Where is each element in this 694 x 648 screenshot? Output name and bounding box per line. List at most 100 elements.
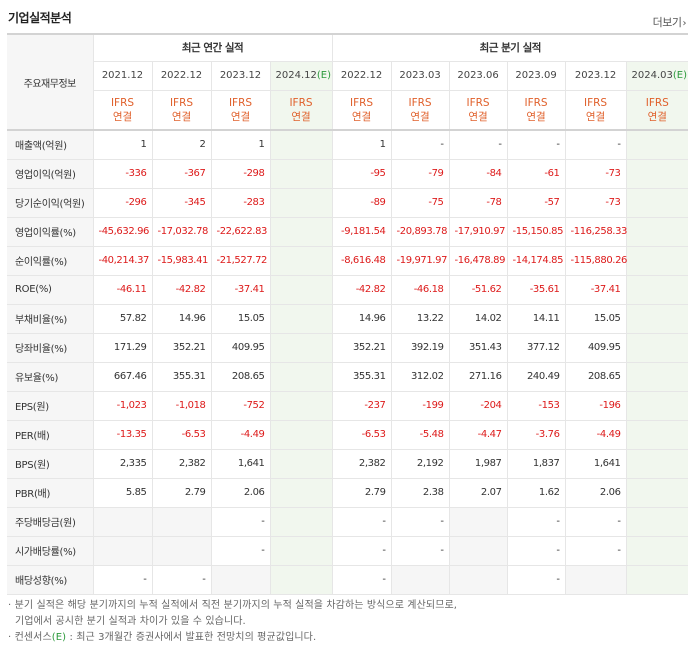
table-cell [270, 188, 333, 218]
row-label: 당좌비율(%) [7, 333, 94, 363]
table-cell: -15,150.85 [507, 217, 566, 247]
table-cell: 1,837 [507, 449, 566, 479]
table-cell: -95 [331, 159, 392, 189]
table-cell [626, 246, 689, 276]
row-label: 순이익률(%) [7, 246, 94, 276]
table-cell: - [211, 507, 271, 537]
table-cell [626, 420, 689, 450]
row-label: 유보율(%) [7, 362, 94, 392]
table-cell [270, 391, 333, 421]
table-cell [270, 159, 333, 189]
table-cell: 2.79 [152, 478, 212, 508]
table-cell [270, 129, 333, 160]
table-cell: -4.47 [449, 420, 508, 450]
table-cell [270, 217, 333, 247]
table-cell: 312.02 [391, 362, 450, 392]
table-cell: -79 [391, 159, 450, 189]
table-cell: -40,214.37 [93, 246, 153, 276]
table-row: 시가배당률(%) - - - - - [7, 536, 689, 566]
table-cell: - [507, 565, 566, 595]
table-cell: -78 [449, 188, 508, 218]
row-label: ROE(%) [7, 275, 94, 305]
table-cell: -298 [211, 159, 271, 189]
table-cell: -4.49 [565, 420, 627, 450]
table-cell: 14.96 [331, 304, 392, 334]
more-label: 더보기 [652, 16, 682, 29]
table-cell [626, 565, 689, 595]
estimate-mark: (E) [672, 70, 688, 81]
table-row: 당기순이익(억원) -296 -345 -283 -89 -75 -78 -57 -73 [7, 188, 689, 218]
row-label: 주당배당금(원) [7, 507, 94, 537]
table-cell: - [507, 507, 566, 537]
period-date: 2023.12 [565, 61, 627, 91]
table-cell [626, 362, 689, 392]
annual-group-header: 최근 연간 실적 [93, 33, 333, 62]
more-link[interactable]: 더보기› [652, 14, 687, 30]
row-label: BPS(원) [7, 449, 94, 479]
table-cell [626, 507, 689, 537]
table-row: 부채비율(%) 57.82 14.96 15.05 14.96 13.22 14.02 14.… [7, 304, 689, 334]
table-cell [270, 333, 333, 363]
estimate-mark: (E) [316, 70, 331, 81]
table-cell [449, 507, 508, 537]
table-cell: - [391, 507, 450, 537]
table-cell: -296 [93, 188, 153, 218]
table-cell [270, 420, 333, 450]
row-label: PBR(배) [7, 478, 94, 508]
table-cell: - [391, 129, 450, 160]
table-row: BPS(원) 2,335 2,382 1,641 2,382 2,192 1,987 1,83… [7, 449, 689, 479]
table-cell: -46.11 [93, 275, 153, 305]
table-cell: 2,382 [152, 449, 212, 479]
table-cell: -115,880.26 [565, 246, 627, 276]
header-ifrs-row: IFRS 연결 IFRS 연결 IFRS 연결 IFRS 연결 IFRS 연결 IFRS 연결 IFRS… [7, 90, 689, 131]
table-cell [626, 333, 689, 363]
period-date: 2023.06 [449, 61, 508, 91]
table-cell: 57.82 [93, 304, 153, 334]
table-cell: -8,616.48 [331, 246, 392, 276]
table-cell [626, 536, 689, 566]
ifrs-basis: IFRS 연결 [331, 90, 392, 131]
table-cell: -199 [391, 391, 450, 421]
table-cell: 14.02 [449, 304, 508, 334]
table-cell: 377.12 [507, 333, 566, 363]
table-cell [626, 478, 689, 508]
table-cell: -20,893.78 [391, 217, 450, 247]
table-cell: - [331, 536, 392, 566]
table-cell: -116,258.33 [565, 217, 627, 247]
table-cell: -5.48 [391, 420, 450, 450]
table-row: 영업이익(억원) -336 -367 -298 -95 -79 -84 -61 -73 [7, 159, 689, 189]
table-cell: - [331, 565, 392, 595]
table-cell: -57 [507, 188, 566, 218]
table-cell: -73 [565, 188, 627, 218]
table-cell: -283 [211, 188, 271, 218]
table-cell: -4.49 [211, 420, 271, 450]
table-cell: 355.31 [152, 362, 212, 392]
table-row: 영업이익률(%) -45,632.96 -17,032.78 -22,622.83 -9… [7, 217, 689, 247]
period-date: 2024.03(E) [626, 61, 689, 91]
table-cell: 1 [331, 129, 392, 160]
row-label: 부채비율(%) [7, 304, 94, 334]
table-cell: -73 [565, 159, 627, 189]
ifrs-basis: IFRS 연결 [507, 90, 566, 131]
ifrs-basis: IFRS 연결 [626, 90, 689, 131]
table-row: 유보율(%) 667.46 355.31 208.65 355.31 312.02 271.… [7, 362, 689, 392]
section-title: 기업실적분석 [8, 11, 72, 25]
table-cell: -6.53 [152, 420, 212, 450]
table-row: 주당배당금(원) - - - - - [7, 507, 689, 537]
table-cell: -196 [565, 391, 627, 421]
table-cell: 667.46 [93, 362, 153, 392]
table-cell: - [565, 536, 627, 566]
table-cell: -37.41 [211, 275, 271, 305]
row-label: 영업이익률(%) [7, 217, 94, 247]
table-cell: 2.38 [391, 478, 450, 508]
row-label: 매출액(억원) [7, 129, 94, 160]
table-cell [270, 507, 333, 537]
table-cell: -13.35 [93, 420, 153, 450]
table-cell [626, 188, 689, 218]
row-label: 시가배당률(%) [7, 536, 94, 566]
table-cell: 14.96 [152, 304, 212, 334]
table-cell: -204 [449, 391, 508, 421]
table-cell: 352.21 [331, 333, 392, 363]
table-cell: 409.95 [211, 333, 271, 363]
table-cell [626, 275, 689, 305]
